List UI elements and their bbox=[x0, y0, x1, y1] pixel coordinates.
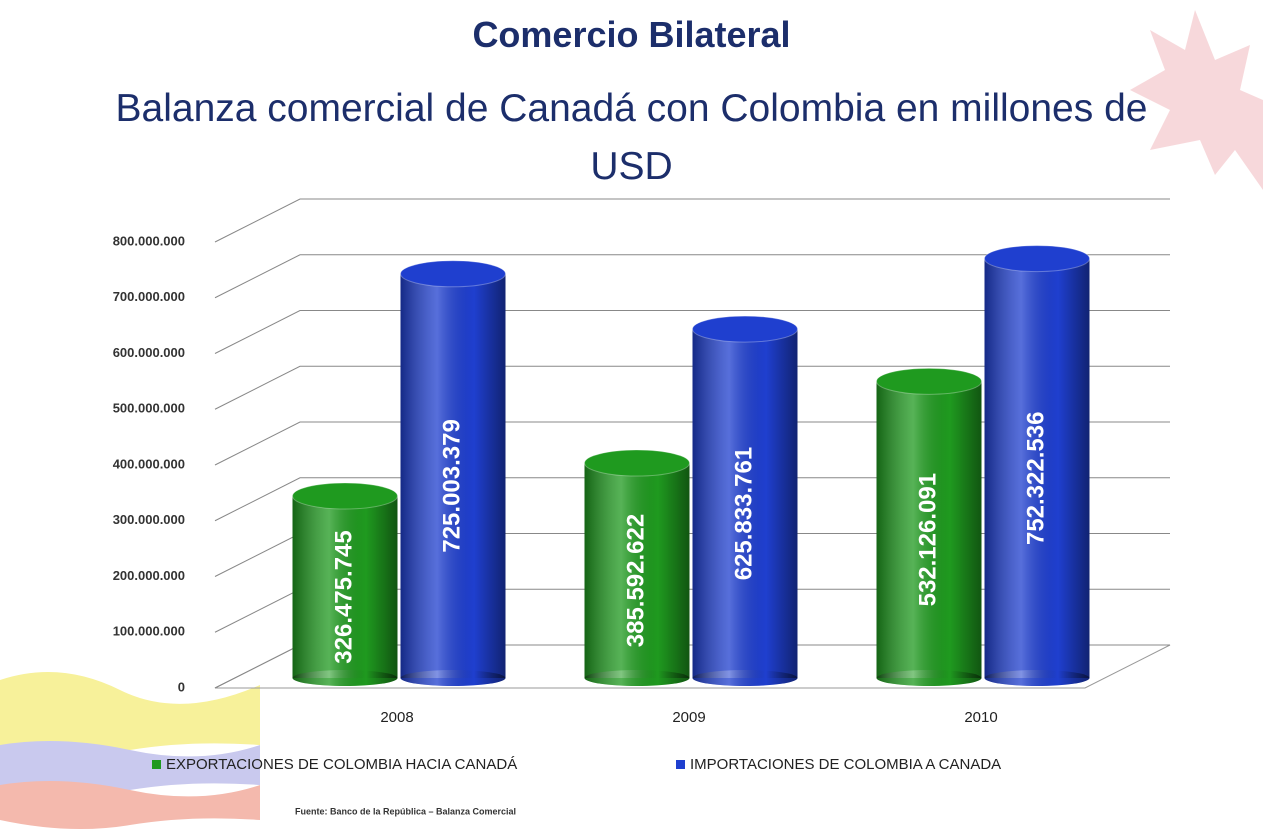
bar-base-shade bbox=[292, 670, 398, 686]
y-tick-label: 0 bbox=[178, 679, 185, 694]
y-tick-label: 600.000.000 bbox=[113, 345, 185, 360]
chart-subtitle: Balanza comercial de Canadá con Colombia… bbox=[115, 87, 1148, 188]
legend-swatch bbox=[152, 760, 161, 769]
bar-shade bbox=[400, 273, 506, 678]
bar-base-shade bbox=[984, 670, 1090, 686]
flag-blue bbox=[0, 741, 260, 794]
y-tick-label: 800.000.000 bbox=[113, 233, 185, 248]
legend-label: IMPORTACIONES DE COLOMBIA A CANADA bbox=[690, 756, 1001, 773]
bar-shade bbox=[692, 329, 798, 678]
bar-base-shade bbox=[692, 670, 798, 686]
plot: 0 100.000.000 200.000.000 300.000.000 400.00… bbox=[113, 198, 1170, 773]
y-tick-label: 300.000.000 bbox=[113, 512, 185, 527]
bar-base-shade bbox=[584, 670, 690, 686]
bar-shade bbox=[584, 463, 690, 678]
bar-top bbox=[292, 482, 398, 510]
x-tick-label: 2009 bbox=[672, 709, 705, 726]
x-tick-label: 2008 bbox=[380, 709, 413, 726]
flag-red bbox=[0, 781, 260, 829]
y-tick-label: 500.000.000 bbox=[113, 401, 185, 416]
grid-line bbox=[214, 310, 1170, 354]
legend-swatch bbox=[676, 760, 685, 769]
bar-top bbox=[400, 260, 506, 288]
y-tick-label: 200.000.000 bbox=[113, 568, 185, 583]
value-label: 725.003.379 bbox=[438, 419, 465, 552]
y-tick-label: 400.000.000 bbox=[113, 456, 185, 471]
maple-leaf bbox=[1130, 10, 1263, 190]
value-label: 326.475.745 bbox=[330, 530, 357, 663]
grid-line bbox=[214, 198, 1170, 243]
value-label: 625.833.761 bbox=[730, 447, 757, 580]
flag-yellow bbox=[0, 672, 260, 754]
bar-base-shade bbox=[876, 670, 982, 686]
bar-top bbox=[876, 367, 982, 395]
legend-label: EXPORTACIONES DE COLOMBIA HACIA CANADÁ bbox=[166, 756, 517, 773]
source: Fuente: Banco de la República – Balanza … bbox=[295, 806, 516, 816]
grid-line bbox=[214, 254, 1170, 299]
grid-line bbox=[214, 365, 1170, 410]
bar-top bbox=[984, 245, 1090, 273]
y-tick-label: 700.000.000 bbox=[113, 289, 185, 304]
bar-top bbox=[584, 449, 690, 477]
value-label: 752.322.536 bbox=[1022, 412, 1049, 545]
bar-shade bbox=[292, 495, 398, 678]
value-label: 385.592.622 bbox=[622, 514, 649, 647]
bar-base-shade bbox=[400, 670, 506, 686]
y-tick-label: 100.000.000 bbox=[113, 624, 185, 639]
bar-shade bbox=[876, 381, 982, 678]
chart-title: Comercio Bilateral bbox=[472, 14, 791, 55]
bar-shade bbox=[984, 258, 1090, 678]
x-tick-label: 2010 bbox=[964, 709, 997, 726]
value-label: 532.126.091 bbox=[914, 473, 941, 606]
bar-top bbox=[692, 315, 798, 343]
